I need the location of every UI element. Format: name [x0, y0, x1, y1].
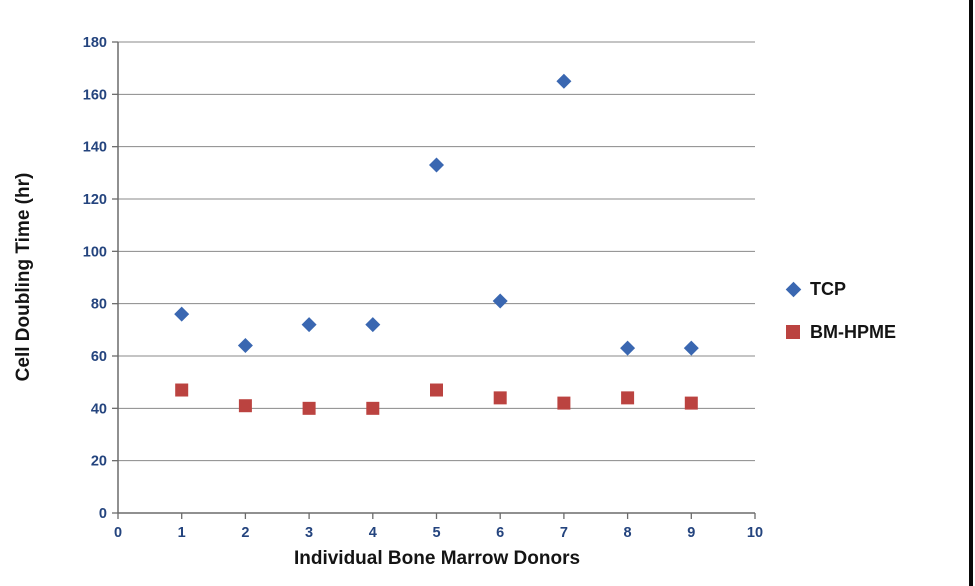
data-point-tcp — [301, 317, 317, 333]
x-tick-label: 4 — [369, 525, 377, 541]
y-tick-label: 180 — [83, 35, 107, 51]
data-point-tcp — [365, 317, 381, 333]
x-tick-label: 5 — [432, 525, 440, 541]
x-tick-label: 0 — [114, 525, 122, 541]
y-tick-label: 160 — [83, 87, 107, 103]
tcp-diamond-marker-icon — [785, 281, 802, 297]
x-axis-title: Individual Bone Marrow Donors — [293, 548, 581, 569]
data-point-bm-hpme — [175, 383, 189, 397]
legend-label-tcp: TCP — [810, 278, 846, 299]
page-crop-border — [969, 0, 973, 586]
data-point-tcp — [620, 340, 636, 356]
data-point-bm-hpme — [430, 383, 443, 397]
y-tick-label: 40 — [91, 401, 107, 417]
x-tick-label: 1 — [178, 525, 186, 541]
y-tick-label: 140 — [83, 140, 107, 156]
data-point-tcp — [556, 73, 572, 89]
legend-item-tcp: TCP — [785, 274, 896, 304]
data-point-tcp — [492, 293, 508, 309]
y-tick-label: 100 — [83, 244, 107, 260]
y-tick-label: 0 — [99, 506, 107, 522]
x-tick-label: 6 — [496, 525, 504, 541]
data-point-tcp — [429, 157, 444, 173]
data-point-tcp — [683, 340, 699, 356]
y-tick-label: 80 — [91, 297, 107, 313]
data-point-bm-hpme — [621, 391, 635, 405]
x-tick-label: 9 — [687, 525, 695, 541]
y-tick-label: 20 — [91, 454, 107, 470]
y-tick-label: 120 — [83, 192, 107, 208]
legend: TCP BM-HPME — [785, 274, 896, 347]
x-tick-label: 10 — [747, 525, 763, 541]
data-point-tcp — [174, 306, 190, 322]
data-point-bm-hpme — [238, 399, 252, 413]
data-point-bm-hpme — [302, 401, 316, 415]
legend-label-bm-hpme: BM-HPME — [810, 321, 896, 342]
x-tick-label: 8 — [624, 525, 632, 541]
x-tick-label: 3 — [305, 525, 313, 541]
data-point-bm-hpme — [684, 396, 698, 410]
data-point-bm-hpme — [493, 391, 507, 405]
x-tick-label: 2 — [241, 525, 249, 541]
y-axis-title: Cell Doubling Time (hr) — [13, 172, 34, 382]
x-tick-label: 7 — [560, 525, 568, 541]
y-tick-label: 60 — [91, 349, 107, 365]
bm-hpme-square-marker-icon — [786, 325, 800, 339]
data-point-bm-hpme — [557, 396, 571, 410]
data-point-bm-hpme — [366, 401, 380, 415]
data-point-tcp — [237, 338, 253, 354]
legend-item-bm-hpme: BM-HPME — [786, 317, 896, 347]
